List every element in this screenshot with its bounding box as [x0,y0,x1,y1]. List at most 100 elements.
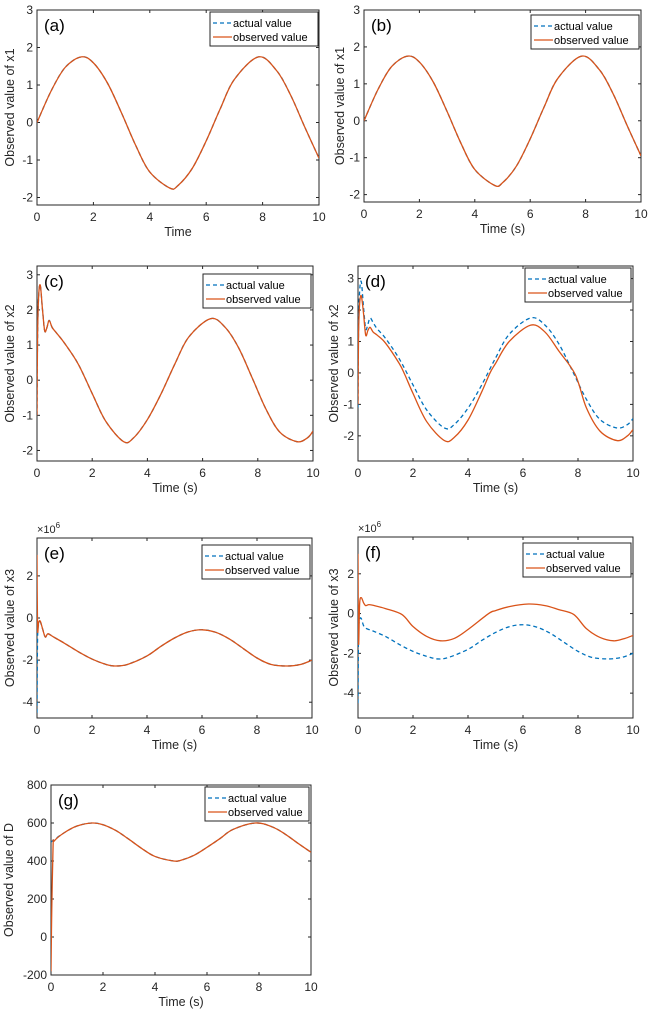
x-tick-label: 8 [582,207,589,221]
y-tick-label: 600 [27,816,47,830]
y-tick-label: 0 [26,373,33,387]
x-tick-label: 2 [410,466,417,480]
legend-actual-label: actual value [225,551,284,563]
legend: actual value observed value [524,267,632,303]
y-tick-label: 2 [353,40,360,54]
x-axis-label: Time (s) [158,995,203,1009]
x-tick-label: 10 [306,466,320,480]
series-group [51,822,311,972]
y-tick-label: -2 [22,653,33,667]
x-tick-label: 0 [355,723,362,737]
y-tick-label: 3 [26,268,33,282]
y-tick-label: 0 [347,366,354,380]
legend-observed-label: observed value [225,565,300,577]
x-tick-label: 6 [520,723,527,737]
y-tick-label: 2 [347,567,354,581]
x-tick-label: 0 [34,466,41,480]
series-group [37,56,319,190]
panel-tag: (e) [44,544,65,563]
panel-tag: (a) [44,16,65,35]
legend: actual value observed value [204,786,310,822]
x-tick-label: 8 [254,466,261,480]
panel-tag: (c) [44,272,64,291]
x-tick-label: 0 [34,723,41,737]
exponent-power: 6 [377,520,382,529]
series-observed-line [364,55,641,188]
x-tick-label: 2 [89,723,96,737]
series-group [37,284,313,444]
y-tick-label: -4 [22,695,33,709]
y-tick-label: -2 [22,191,33,205]
x-tick-label: 2 [90,210,97,224]
x-axis-label: Time (s) [480,222,525,236]
legend-box [209,11,319,47]
series-group [358,280,633,443]
x-axis-label: Time [164,225,191,239]
panel-d: 0 2 4 6 8 10 -2 -1 0 1 2 3 Time (s) Observed value of… [327,265,640,495]
x-tick-label: 10 [305,723,319,737]
y-tick-label: -1 [22,153,33,167]
y-tick-label: -1 [343,397,354,411]
series-group [364,55,641,188]
series-observed-line [358,553,633,646]
y-tick-label: -2 [343,429,354,443]
series-observed-line [37,56,319,190]
x-tick-label: 2 [410,723,417,737]
legend-actual-label: actual value [233,18,292,30]
legend-observed-label: observed value [548,288,623,300]
legend-observed-label: observed value [546,563,621,575]
y-tick-label: 1 [347,334,354,348]
y-tick-label: 2 [26,303,33,317]
x-tick-label: 10 [312,210,326,224]
series-observed-line [51,822,311,972]
x-tick-label: 6 [199,723,206,737]
y-tick-label: -1 [349,151,360,165]
y-tick-label: -2 [22,443,33,457]
legend: actual value observed value [209,11,319,47]
legend-actual-label: actual value [554,21,613,33]
x-tick-label: 2 [416,207,423,221]
legend-box [524,267,632,303]
legend: actual value observed value [202,273,312,309]
x-tick-label: 6 [203,210,210,224]
series-observed-line [37,284,313,444]
exponent-base: ×10 [358,523,377,535]
x-tick-label: 0 [34,210,41,224]
y-tick-label: 0 [26,611,33,625]
panel-c: 0 2 4 6 8 10 -2 -1 0 1 2 3 Time (s) Observed value of… [3,265,320,495]
x-tick-label: 2 [100,980,107,994]
x-tick-label: 4 [144,466,151,480]
legend-box [202,273,312,309]
y-tick-label: 200 [27,892,47,906]
x-tick-label: 4 [146,210,153,224]
y-tick-label: 0 [26,116,33,130]
panel-tag: (g) [58,791,79,810]
y-tick-label: 800 [27,778,47,792]
series-group [358,553,633,704]
x-tick-label: 10 [634,207,648,221]
axes-frame [50,784,312,976]
panel-tag: (b) [371,16,392,35]
x-tick-label: 6 [520,466,527,480]
series-observed-line [358,294,633,443]
y-tick-label: -2 [349,188,360,202]
x-tick-label: 4 [144,723,151,737]
x-tick-label: 8 [256,980,263,994]
legend-observed-label: observed value [554,35,629,47]
x-tick-label: 8 [575,723,582,737]
y-exponent-label: ×106 [358,520,382,535]
x-tick-label: 8 [259,210,266,224]
x-axis-label: Time (s) [152,481,197,495]
y-tick-label: 2 [347,303,354,317]
exponent-base: ×10 [37,524,56,536]
y-tick-label: -2 [343,646,354,660]
y-tick-label: 0 [347,607,354,621]
y-tick-label: 3 [26,3,33,17]
y-axis-label: Observed value of x3 [3,569,17,687]
panel-tag: (d) [365,272,386,291]
y-tick-label: -4 [343,686,354,700]
